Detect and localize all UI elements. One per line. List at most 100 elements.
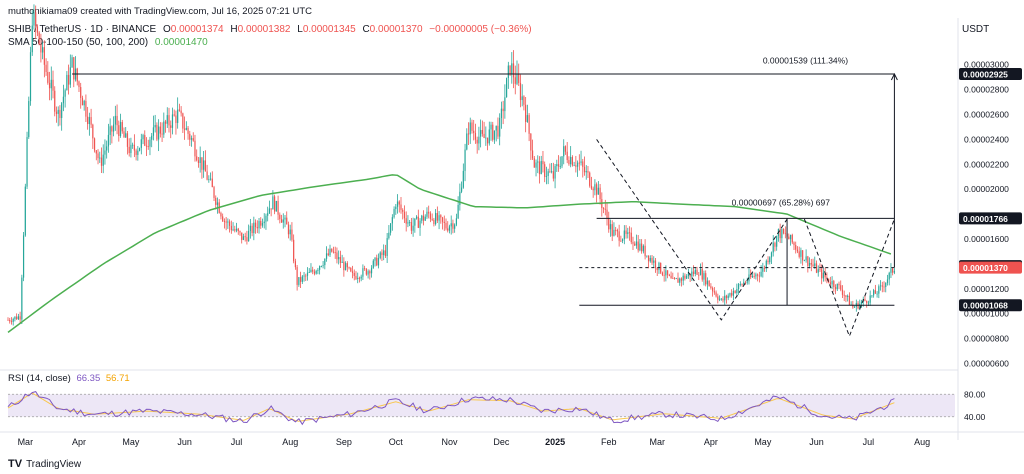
candle-body [296, 267, 298, 285]
candle-body [421, 215, 423, 221]
credit-text: muthonikiama09 created with TradingView.… [8, 6, 312, 17]
candle-body [87, 116, 89, 125]
candle-body [758, 275, 760, 277]
candle-body [639, 243, 641, 251]
time-tick-label: Feb [601, 437, 617, 447]
candle-body [542, 161, 544, 165]
candle-body [324, 258, 326, 266]
candle-body [499, 117, 501, 137]
symbol-ohlc-row[interactable]: SHIB / TetherUS · 1D · BINANCE O0.000013… [8, 24, 536, 35]
candle-body [654, 260, 657, 268]
candle-body [338, 257, 340, 260]
candle-body [879, 285, 882, 287]
candle-body [40, 44, 42, 53]
candle-body [192, 138, 194, 141]
open-label: O [162, 24, 171, 35]
candle-body [436, 213, 438, 221]
candle-body [705, 273, 707, 285]
price-tick-label: 0.00002600 [964, 109, 1009, 119]
candles-group [7, 4, 896, 326]
candle-body [59, 109, 61, 119]
candle-body [757, 274, 759, 276]
candle-body [712, 288, 714, 292]
candle-body [448, 226, 451, 231]
change-value: −0.00000005 (−0.36%) [429, 24, 532, 35]
candle-body [518, 74, 520, 83]
candle-body [788, 236, 790, 240]
candle-body [140, 139, 142, 148]
candle-body [395, 206, 397, 209]
candle-body [874, 290, 876, 294]
candle-body [815, 263, 818, 273]
time-tick-label: Nov [441, 437, 458, 447]
candle-body [486, 137, 489, 144]
candle-body [521, 96, 523, 101]
candle-body [660, 262, 662, 273]
candle-body [284, 217, 286, 220]
candle-body [126, 133, 129, 147]
sma-label[interactable]: SMA 50-100-150 (50, 100, 200) [8, 37, 149, 48]
candle-body [500, 108, 503, 118]
candle-body [398, 201, 400, 205]
candle-body [237, 228, 239, 232]
candle-body [61, 103, 63, 119]
candle-body [31, 25, 33, 53]
candle-body [80, 87, 82, 98]
candle-body [244, 236, 246, 238]
candle-body [611, 224, 613, 236]
candle-body [390, 223, 392, 233]
candle-body [478, 136, 480, 144]
candle-body [85, 100, 87, 117]
candle-body [383, 250, 385, 256]
candle-body [104, 150, 106, 155]
candle-body [559, 166, 561, 168]
candle-body [116, 115, 118, 126]
candle-body [211, 178, 213, 188]
candle-body [602, 208, 605, 209]
candle-body [720, 298, 722, 300]
candle-body [149, 139, 151, 147]
candle-body [280, 219, 283, 223]
candle-body [604, 208, 606, 210]
candle-body [154, 124, 156, 128]
candle-body [455, 218, 458, 225]
candle-body [632, 242, 634, 244]
rsi-legend[interactable]: RSI (14, close) 66.35 56.71 [8, 373, 130, 384]
currency-label[interactable]: USDT [962, 24, 990, 35]
candle-body [729, 293, 731, 296]
candle-body [665, 270, 667, 276]
candle-body [234, 229, 236, 231]
candle-body [147, 146, 149, 147]
rsi-label[interactable]: RSI (14, close) [8, 373, 71, 384]
candle-body [675, 278, 677, 280]
candle-body [170, 125, 172, 128]
candle-body [566, 151, 568, 161]
candle-body [123, 131, 125, 138]
candle-body [753, 275, 755, 277]
candle-body [594, 184, 596, 191]
candle-body [497, 125, 499, 137]
candle-body [583, 166, 586, 173]
candle-body [441, 217, 444, 222]
candle-body [228, 221, 231, 226]
candle-body [305, 275, 307, 277]
candle-body [171, 114, 174, 128]
candle-body [370, 267, 373, 274]
candle-body [819, 269, 821, 271]
candle-body [222, 216, 224, 222]
price-badge-label: 0.00002925 [963, 70, 1008, 80]
candle-body [348, 267, 350, 269]
candle-body [76, 68, 78, 82]
candle-body [428, 211, 430, 214]
candle-body [551, 171, 553, 173]
candle-body [66, 74, 68, 91]
candle-body [102, 154, 104, 166]
candle-body [725, 295, 728, 299]
sma-legend-row[interactable]: SMA 50-100-150 (50, 100, 200) 0.00001470 [8, 37, 212, 48]
candle-body [343, 261, 345, 271]
candle-body [73, 57, 75, 80]
candle-body [860, 301, 863, 304]
symbol-name[interactable]: SHIB / TetherUS · 1D · BINANCE [8, 24, 157, 35]
